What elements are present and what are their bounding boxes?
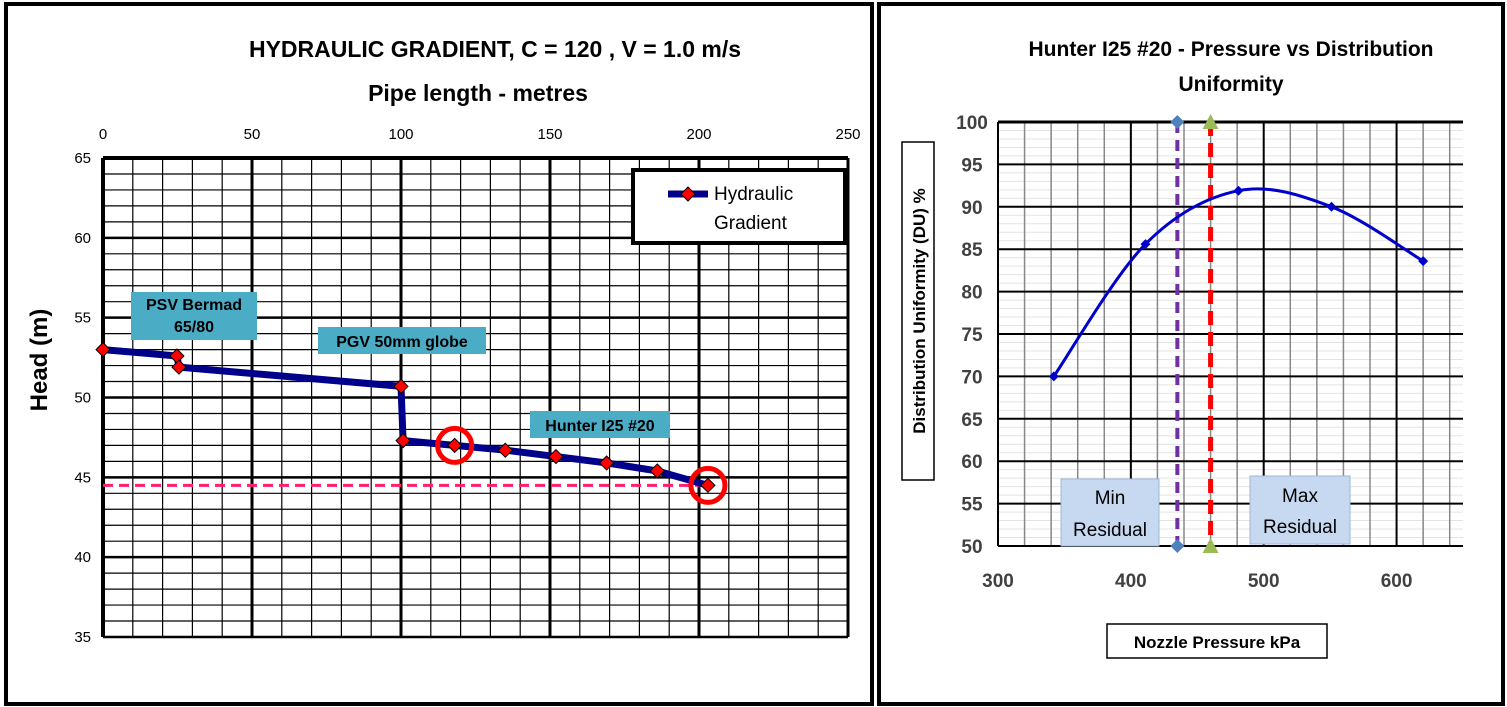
y-axis-label: Head (m) <box>26 309 53 412</box>
y-tick-label: 40 <box>74 549 91 566</box>
y-tick-label: 50 <box>961 537 982 558</box>
data-point-marker <box>1326 201 1337 212</box>
triangle-marker <box>1202 538 1219 553</box>
data-point-marker <box>446 437 463 454</box>
annotation-text: Residual <box>1073 520 1147 541</box>
y-tick-label: 65 <box>74 150 91 167</box>
x-axis-label-box <box>1106 623 1328 659</box>
y-tick-label: 100 <box>956 113 988 134</box>
x-tick-label: 100 <box>388 126 413 143</box>
highlight-circle <box>435 425 475 465</box>
data-point-marker <box>1048 371 1059 382</box>
data-point-marker <box>649 463 665 479</box>
legend-label: Gradient <box>714 213 788 234</box>
legend-marker-swatch <box>680 186 696 202</box>
x-tick-label: 250 <box>835 126 860 143</box>
legend-label: Hydraulic <box>714 184 793 205</box>
annotation-text: PSV Bermad <box>146 297 242 314</box>
y-tick-label: 75 <box>961 325 983 346</box>
y-tick-label: 85 <box>961 240 983 261</box>
y-axis-label: Distribution Uniformity (DU) % <box>910 188 929 434</box>
annotation-hunter <box>530 411 670 438</box>
y-tick-label: 90 <box>961 198 982 219</box>
annotation-max-residual <box>1249 475 1351 545</box>
triangle-marker <box>1202 114 1219 129</box>
series-line-du <box>1052 187 1424 378</box>
annotation-psv-bermad <box>131 292 257 340</box>
y-tick-label: 60 <box>74 230 91 247</box>
diamond-marker <box>1170 115 1185 129</box>
data-point-marker <box>548 448 564 465</box>
y-tick-label: 60 <box>961 452 982 473</box>
x-tick-label: 300 <box>982 571 1014 592</box>
annotation-text: Hunter I25 #20 <box>545 418 654 435</box>
annotation-text: Residual <box>1263 517 1337 538</box>
y-axis-label-box <box>901 141 935 481</box>
data-point-marker <box>497 442 514 458</box>
x-tick-label: 400 <box>1115 571 1147 592</box>
y-tick-label: 45 <box>74 469 91 486</box>
data-point-marker <box>700 477 716 494</box>
du-chart-panel <box>877 2 1505 706</box>
highlight-circle <box>688 465 728 505</box>
annotation-text: Min <box>1095 488 1126 509</box>
annotation-text: PGV 50mm globe <box>336 334 468 351</box>
data-point-marker <box>1140 239 1151 250</box>
chart-title: Hunter I25 #20 - Pressure vs Distributio… <box>1029 38 1434 61</box>
y-tick-label: 70 <box>961 367 982 388</box>
x-tick-label: 150 <box>537 126 562 143</box>
diamond-marker <box>1170 539 1185 553</box>
annotation-text: Max <box>1282 486 1318 507</box>
x-tick-label: 50 <box>244 126 261 143</box>
x-tick-label: 200 <box>686 126 711 143</box>
data-point-marker <box>598 455 615 471</box>
data-point-marker <box>95 341 111 358</box>
data-point-marker <box>393 378 409 395</box>
y-tick-label: 55 <box>961 495 983 516</box>
data-point-marker <box>169 348 185 364</box>
legend-box <box>631 168 847 245</box>
y-tick-label: 50 <box>74 390 91 407</box>
chart-title: HYDRAULIC GRADIENT, C = 120 , V = 1.0 m/… <box>249 36 741 62</box>
y-tick-label: 35 <box>74 629 91 646</box>
x-axis-label: Nozzle Pressure kPa <box>1134 633 1301 652</box>
annotation-text: 65/80 <box>174 319 214 336</box>
y-tick-label: 95 <box>961 155 983 176</box>
chart-subtitle: Pipe length - metres <box>368 80 588 106</box>
x-tick-label: 500 <box>1248 571 1280 592</box>
data-point-marker <box>171 359 187 375</box>
x-tick-label: 0 <box>99 126 107 143</box>
x-tick-label: 600 <box>1381 571 1413 592</box>
y-tick-label: 55 <box>74 310 91 327</box>
y-tick-label: 80 <box>961 283 982 304</box>
chart-title: Uniformity <box>1179 73 1284 96</box>
annotation-min-residual <box>1060 478 1160 547</box>
data-point-marker <box>1233 185 1244 196</box>
annotation-pgv-globe <box>318 327 486 354</box>
y-tick-label: 65 <box>961 410 983 431</box>
data-point-marker <box>1418 256 1429 267</box>
data-point-marker <box>395 432 411 449</box>
